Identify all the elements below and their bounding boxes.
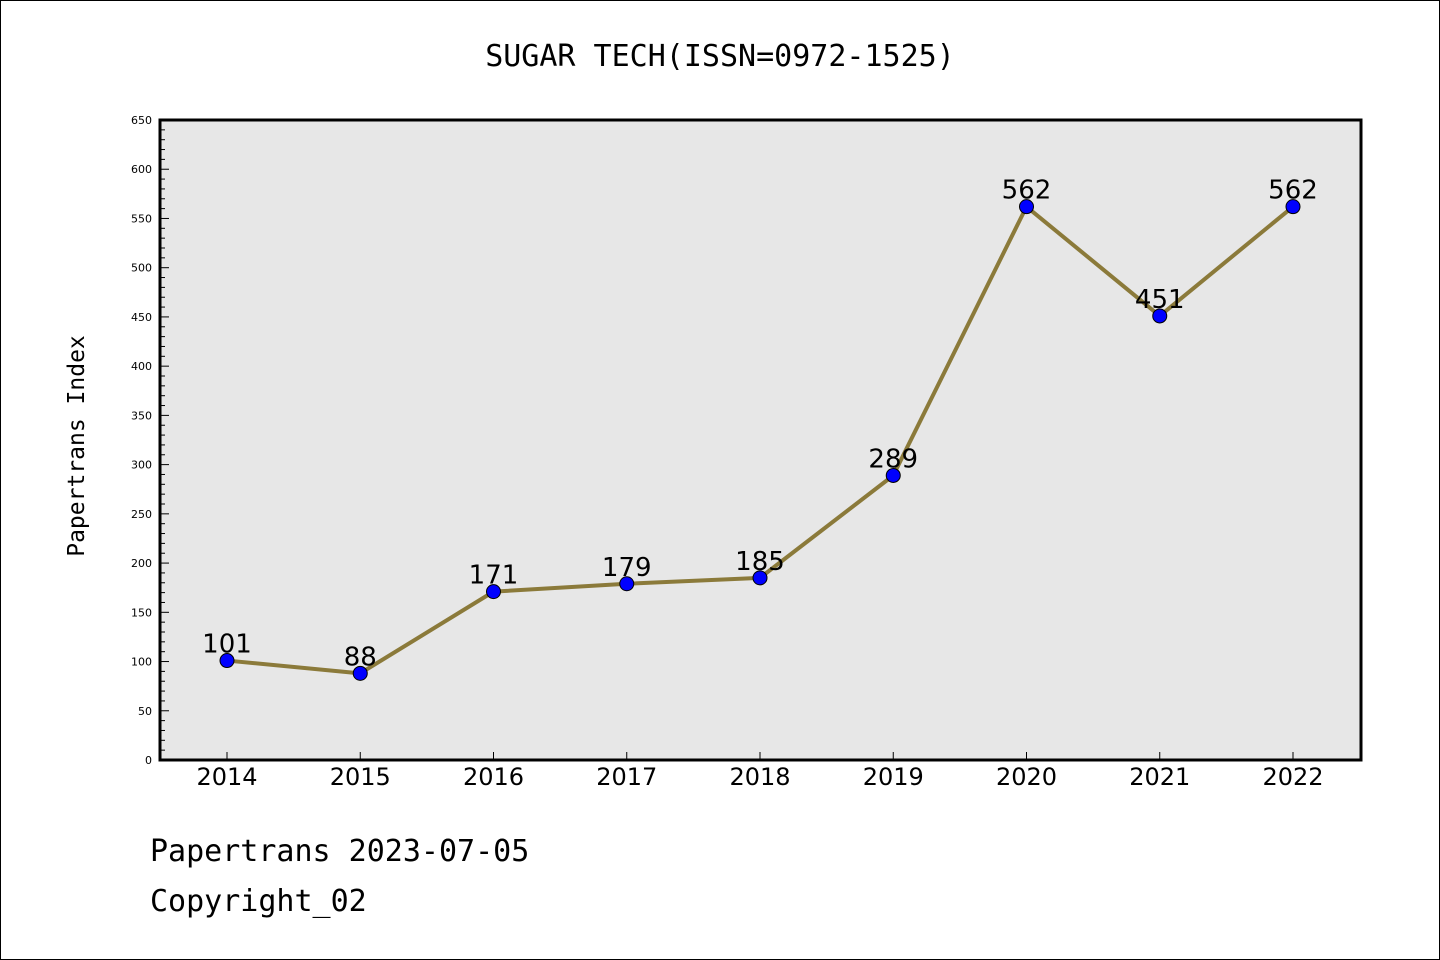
data-label: 562	[1268, 176, 1318, 206]
data-label: 289	[868, 444, 918, 474]
data-label: 179	[602, 553, 652, 583]
y-tick-label: 0	[145, 754, 152, 767]
data-label: 185	[735, 547, 785, 577]
data-label: 562	[1002, 176, 1052, 206]
y-tick-label: 100	[131, 656, 152, 669]
x-tick-label: 2016	[463, 763, 524, 791]
x-tick-label: 2022	[1262, 763, 1323, 791]
data-label: 171	[469, 561, 519, 591]
y-tick-label: 200	[131, 557, 152, 570]
y-tick-label: 350	[131, 409, 152, 422]
data-point-marker	[885, 467, 901, 483]
data-label: 101	[202, 630, 252, 660]
x-tick-label: 2017	[596, 763, 657, 791]
data-point-marker	[1152, 308, 1168, 324]
data-point-marker	[1285, 199, 1301, 215]
footer-copyright: Copyright_02	[150, 884, 367, 919]
data-label: 88	[344, 642, 377, 672]
data-point-marker	[752, 570, 768, 586]
y-tick-label: 50	[138, 705, 152, 718]
y-tick-label: 300	[131, 459, 152, 472]
x-tick-label: 2021	[1129, 763, 1190, 791]
y-tick-label: 550	[131, 212, 152, 225]
data-point-marker	[352, 665, 368, 681]
series-markers	[219, 199, 1301, 681]
x-tick-label: 2014	[196, 763, 257, 791]
y-tick-label: 450	[131, 311, 152, 324]
x-tick-label: 2019	[863, 763, 924, 791]
y-tick-label: 250	[131, 508, 152, 521]
y-tick-label: 400	[131, 360, 152, 373]
plot-area	[160, 120, 1361, 760]
data-labels: 101 88 171 179 185 289 562 451 562	[202, 176, 1318, 673]
y-tick-label: 650	[131, 114, 152, 127]
x-tick-label: 2020	[996, 763, 1057, 791]
y-tick-label: 600	[131, 163, 152, 176]
x-tick-label: 2015	[330, 763, 391, 791]
data-label: 451	[1135, 285, 1185, 315]
plot-border	[158, 118, 1363, 762]
x-tick-label: 2018	[729, 763, 790, 791]
chart-title: SUGAR TECH(ISSN=0972-1525)	[485, 39, 955, 74]
data-point-marker	[1019, 199, 1034, 215]
data-point-marker	[619, 576, 635, 592]
x-axis-ticks: 2014 2015 2016 2017 2018 2019 2020 2021 2022	[196, 752, 1324, 791]
footer-date: Papertrans 2023-07-05	[150, 834, 530, 869]
y-axis-label: Papertrans Index	[64, 335, 90, 557]
y-tick-label: 150	[131, 606, 152, 619]
y-tick-label: 500	[131, 262, 152, 275]
data-point-marker	[219, 653, 235, 669]
data-point-marker	[486, 584, 501, 600]
